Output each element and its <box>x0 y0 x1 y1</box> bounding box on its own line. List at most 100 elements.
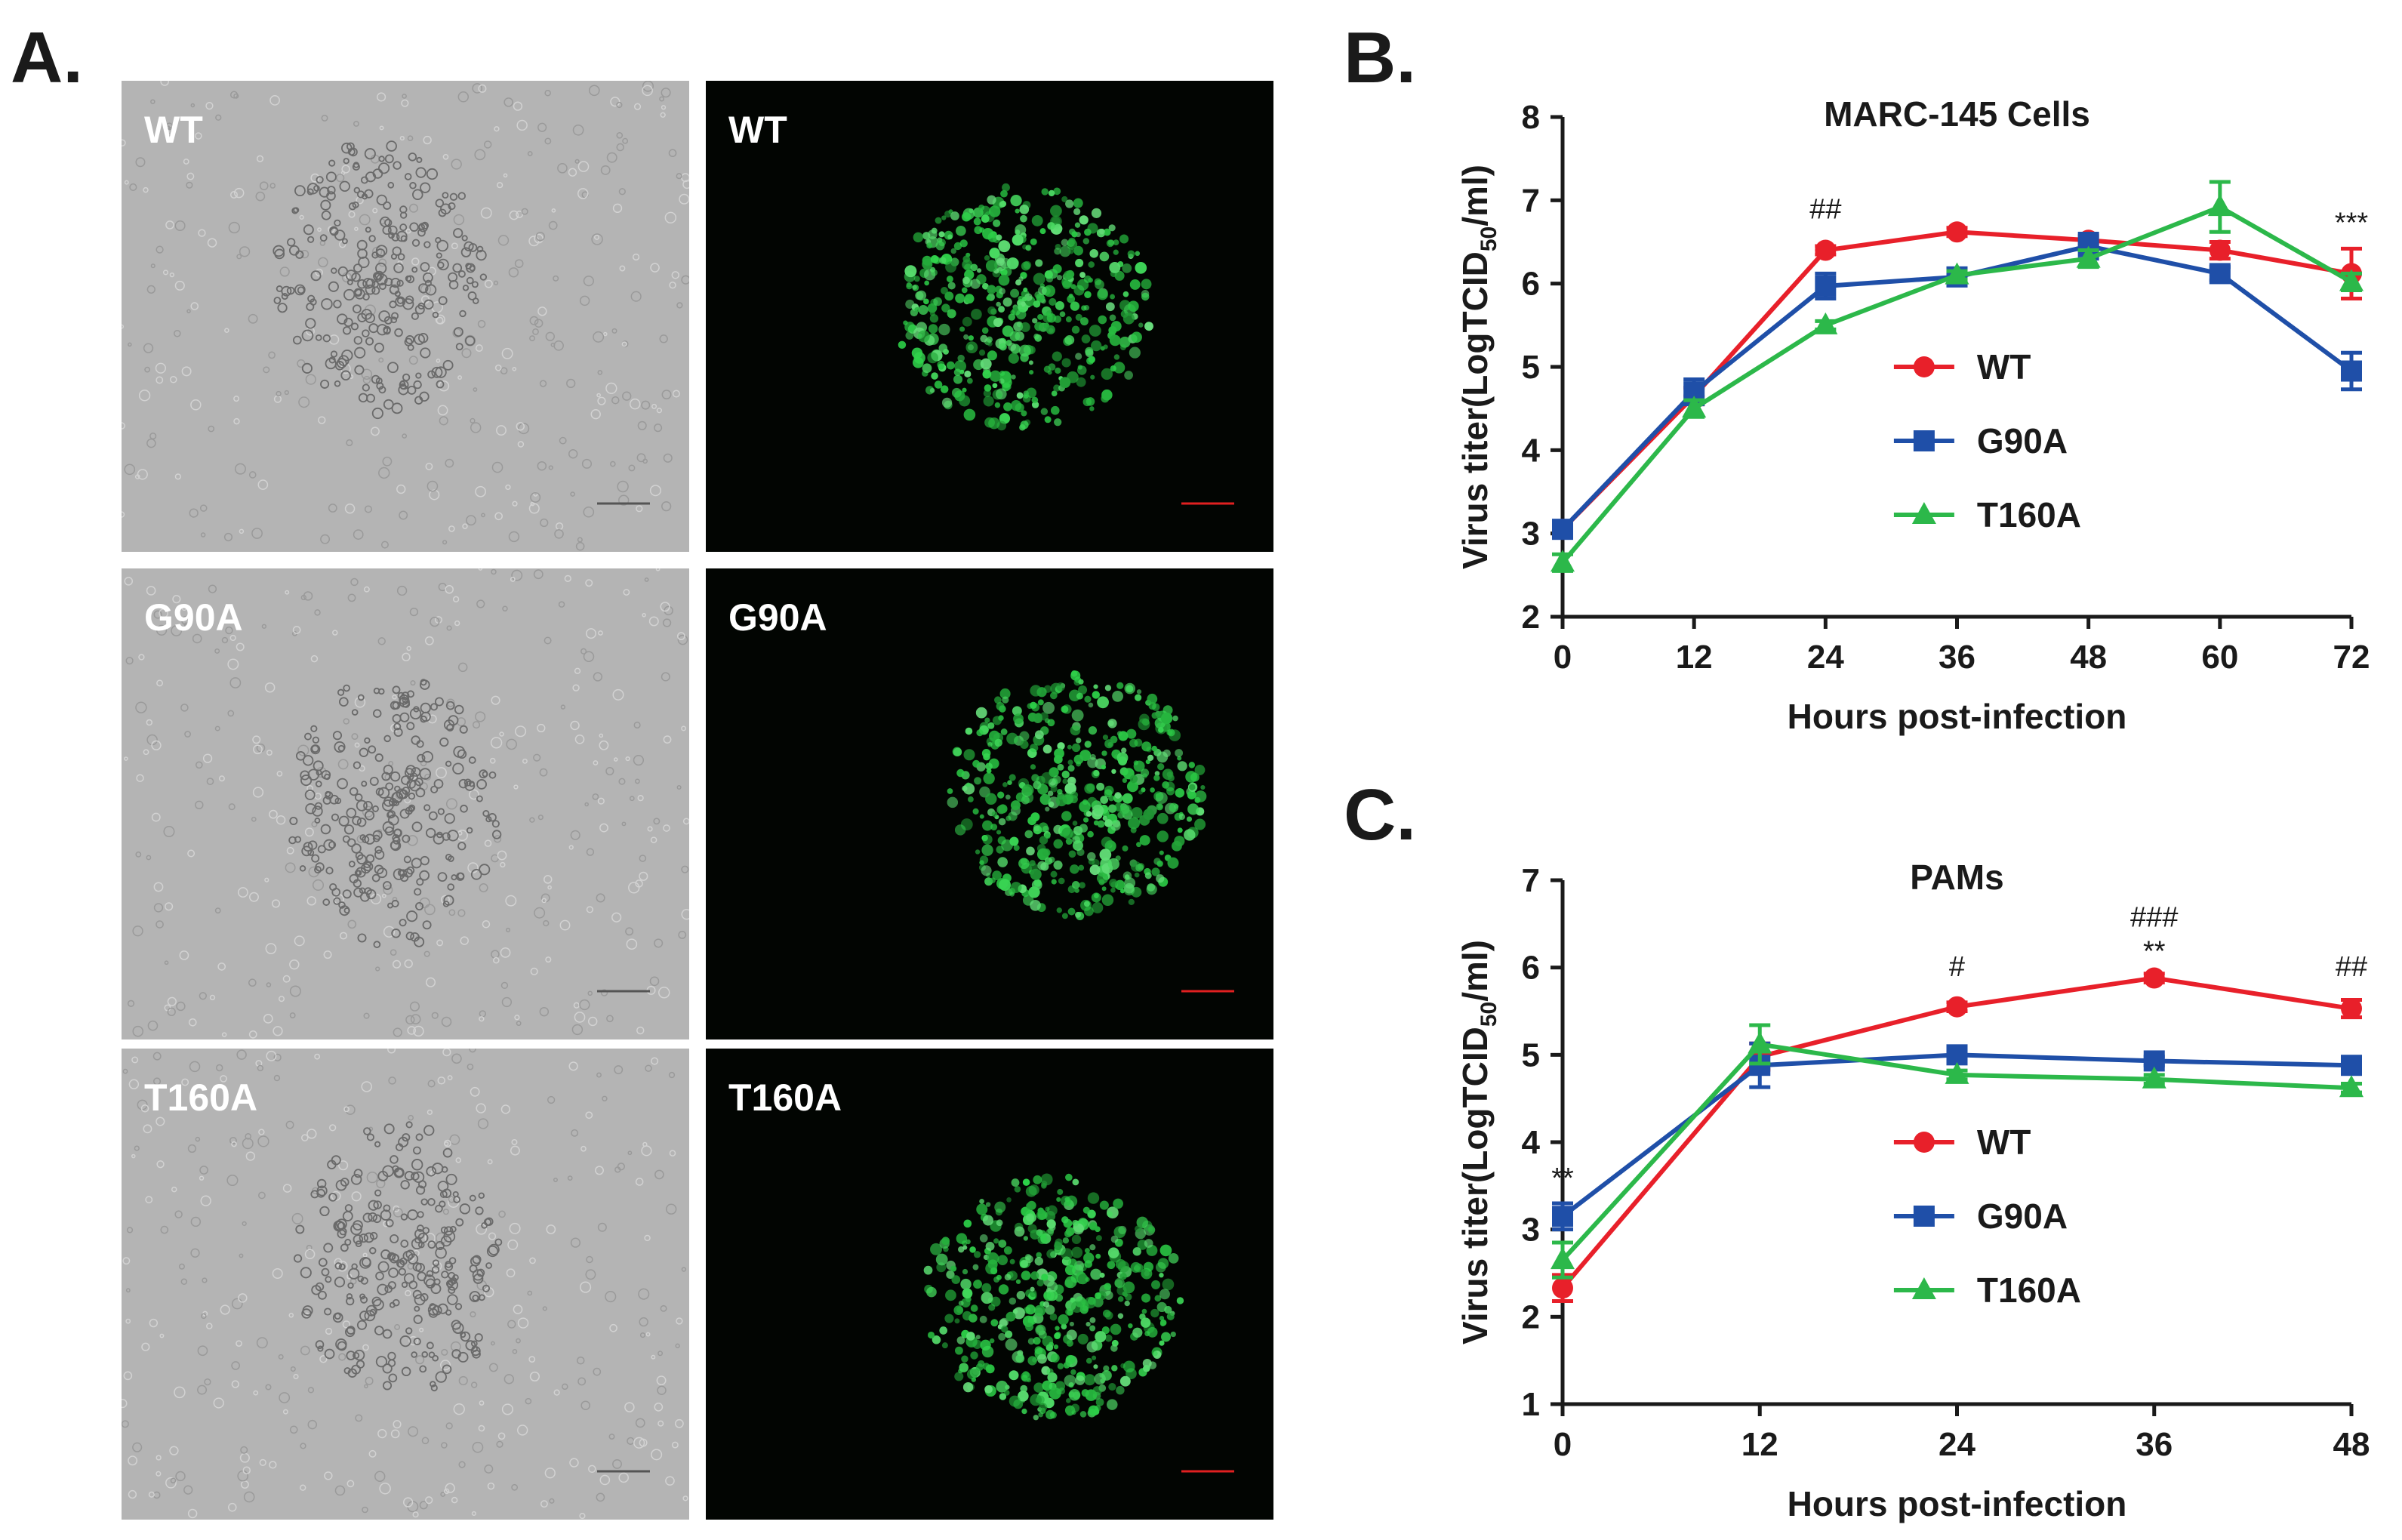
x-tick-label: 24 <box>1939 1426 1975 1463</box>
y-axis-label: Virus titer(LogTCID50/ml) <box>1455 940 1501 1344</box>
brightfield-image <box>122 568 689 1040</box>
x-tick-label: 72 <box>2333 639 2370 676</box>
y-tick-label: 6 <box>1522 950 1540 987</box>
significance-annotation: *** <box>2335 207 2369 239</box>
series-t160a <box>1551 180 2364 573</box>
data-point <box>1945 1061 1969 1084</box>
y-tick-label: 8 <box>1522 99 1540 136</box>
data-point <box>1945 262 1969 285</box>
series-t160a <box>1551 1023 2364 1280</box>
x-tick-label: 24 <box>1807 639 1844 676</box>
micrograph-brightfield-wt: WT <box>122 81 689 552</box>
infected-cell-cluster <box>923 1173 1184 1421</box>
significance-annotation: ** <box>1551 1163 1574 1194</box>
legend-marker <box>1913 1132 1935 1153</box>
legend: WT G90A T160A <box>1893 1123 2081 1310</box>
legend-marker <box>1913 356 1935 377</box>
legend-label: T160A <box>1977 495 2081 534</box>
x-tick-label: 48 <box>2070 639 2107 676</box>
data-point <box>2341 998 2362 1020</box>
y-tick-label: 1 <box>1522 1386 1540 1423</box>
x-tick-label: 12 <box>1676 639 1713 676</box>
micrograph-label: G90A <box>728 596 827 639</box>
fluorescence-image <box>706 1049 1273 1520</box>
brightfield-image <box>122 1049 689 1520</box>
micrograph-brightfield-g90a: G90A <box>122 568 689 1040</box>
data-point <box>1946 996 1968 1018</box>
data-point <box>1552 1206 1573 1227</box>
panel-label-b: B. <box>1344 17 1416 98</box>
data-point <box>2209 239 2231 261</box>
panel-label-c: C. <box>1344 775 1416 855</box>
chart-title: MARC-145 Cells <box>1824 94 2090 134</box>
significance-annotation: ## <box>1809 194 1841 226</box>
data-point <box>1552 519 1573 541</box>
chart-marc145-svg: 2 3 4 5 6 7 8 0 12 24 36 48 60 72 MARC-145 Cells Hours … <box>1455 94 2370 736</box>
y-tick-label: 7 <box>1522 862 1540 899</box>
data-point <box>2076 245 2101 268</box>
y-tick-label: 4 <box>1522 1124 1541 1161</box>
cell-cluster <box>288 679 502 948</box>
data-point <box>1682 396 1707 418</box>
x-tick-label: 0 <box>1554 1426 1572 1463</box>
x-tick-label: 36 <box>2136 1426 2173 1463</box>
y-axis-label: Virus titer(LogTCID50/ml) <box>1455 165 1501 569</box>
brightfield-image <box>122 81 689 552</box>
micrograph-label: WT <box>144 109 203 151</box>
legend-label: WT <box>1977 347 2031 387</box>
chart-title: PAMs <box>1910 858 2003 897</box>
legend-marker <box>1911 1277 1936 1299</box>
x-tick-label: 12 <box>1741 1426 1778 1463</box>
micrograph-brightfield-t160a: T160A <box>122 1049 689 1520</box>
micrograph-label: WT <box>728 109 787 151</box>
legend-label: WT <box>1977 1123 2031 1162</box>
x-tick-label: 0 <box>1554 639 1572 676</box>
y-tick-label: 6 <box>1522 266 1540 303</box>
significance-annotation: ## <box>2336 951 2367 983</box>
micrograph-fluorescence-wt: WT <box>706 81 1273 552</box>
chart-marc145: 2 3 4 5 6 7 8 0 12 24 36 48 60 72 MARC-145 Cells Hours … <box>1419 75 2393 759</box>
x-tick-label: 60 <box>2201 639 2238 676</box>
image-background <box>706 1049 1273 1520</box>
legend-label: T160A <box>1977 1270 2081 1310</box>
data-point <box>1748 1031 1772 1054</box>
data-point <box>1551 550 1575 572</box>
image-background <box>122 81 689 552</box>
data-point <box>1552 1277 1573 1299</box>
legend-marker <box>1913 430 1935 451</box>
cell-texture <box>122 81 689 551</box>
legend: WT G90A T160A <box>1893 347 2081 534</box>
data-point <box>2339 269 2364 291</box>
legend-marker <box>1913 1206 1935 1227</box>
fluorescence-image <box>706 568 1273 1040</box>
y-tick-label: 5 <box>1522 1036 1540 1073</box>
y-tick-label: 3 <box>1522 516 1540 553</box>
micrograph-label: T160A <box>144 1076 258 1119</box>
infected-cell-cluster <box>898 183 1153 431</box>
significance-annotation: # <box>1949 951 1965 983</box>
significance-annotation: ### <box>2130 901 2178 933</box>
y-tick-label: 7 <box>1522 182 1540 219</box>
data-point <box>1815 275 1837 297</box>
data-point <box>2142 1066 2166 1089</box>
y-tick-label: 5 <box>1522 349 1540 386</box>
series-line <box>1560 243 2353 531</box>
data-point <box>1815 239 1837 261</box>
image-background <box>122 1049 689 1520</box>
data-point <box>2339 1075 2364 1098</box>
y-tick-label: 2 <box>1522 599 1540 636</box>
legend-label: G90A <box>1977 421 2068 460</box>
data-point <box>2341 360 2362 382</box>
chart-pams: 1 2 3 4 5 6 7 0 12 24 36 48 PAMs Hours post-infection… <box>1419 838 2393 1536</box>
micrograph-label: T160A <box>728 1076 842 1119</box>
infected-cell-cluster <box>947 670 1207 921</box>
data-point <box>1946 1044 1968 1066</box>
x-axis-label: Hours post-infection <box>1788 1484 2127 1523</box>
significance-annotation: ** <box>2143 935 2166 967</box>
micrograph-fluorescence-t160a: T160A <box>706 1049 1273 1520</box>
y-tick-label: 3 <box>1522 1212 1540 1249</box>
x-axis-label: Hours post-infection <box>1788 697 2127 736</box>
series-line <box>1560 204 2353 565</box>
data-point <box>2209 263 2231 285</box>
